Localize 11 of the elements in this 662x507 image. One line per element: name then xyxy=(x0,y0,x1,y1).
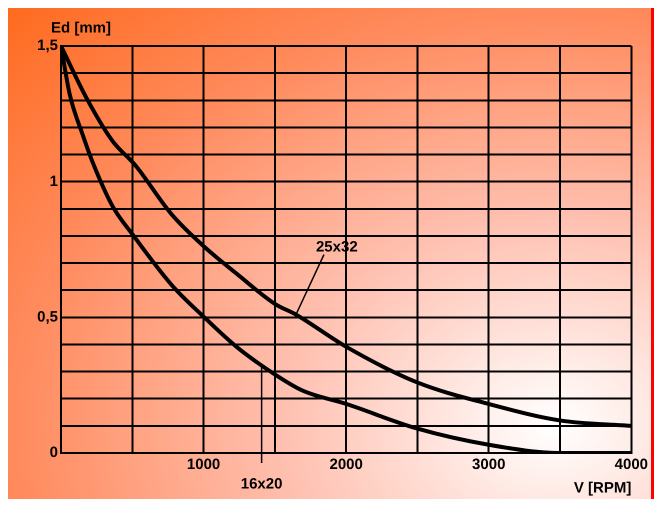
x-tick-label: 4000 xyxy=(614,456,648,474)
y-axis-title: Ed [mm] xyxy=(51,20,112,37)
y-tick-label: 0,5 xyxy=(37,308,58,326)
annotation: 16x20 xyxy=(240,476,282,493)
x-tick-label: 2000 xyxy=(329,456,363,474)
x-tick-label: 3000 xyxy=(472,456,506,474)
y-tick-label: 0 xyxy=(50,444,58,462)
y-tick-label: 1 xyxy=(50,172,58,190)
y-tick-label: 1,5 xyxy=(37,37,58,54)
x-axis-title: V [RPM] xyxy=(574,480,632,497)
x-tick-label: 1000 xyxy=(186,456,220,474)
